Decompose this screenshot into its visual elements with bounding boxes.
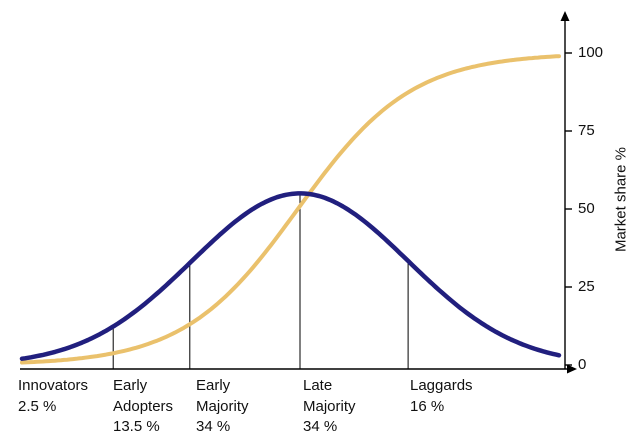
y-axis-tick-75: 75 [578, 122, 595, 139]
category-label-late-majority: Late Majority 34 % [303, 376, 356, 438]
category-label-early-majority: Early Majority 34 % [196, 376, 249, 438]
y-axis-tick-0: 0 [578, 356, 587, 373]
category-share: 2.5 % [18, 397, 57, 415]
category-label-laggards: Laggards 16 % [410, 376, 473, 417]
category-name: Early [113, 377, 148, 394]
y-axis-tick-100: 100 [578, 44, 604, 61]
category-name: Majority [196, 397, 249, 415]
category-share: 34 % [196, 418, 231, 435]
category-name: Majority [303, 397, 356, 415]
y-axis-title: Market share % [612, 146, 630, 253]
category-label-innovators: Innovators 2.5 % [18, 376, 88, 417]
category-share: 16 % [410, 397, 445, 415]
category-name: Adopters [113, 397, 174, 415]
category-share: 13.5 % [113, 418, 160, 435]
y-axis-tick-50: 50 [578, 200, 595, 217]
category-name: Early [196, 377, 231, 394]
category-name: Late [303, 377, 333, 394]
category-name: Laggards [410, 377, 473, 394]
category-name: Innovators [18, 377, 89, 394]
category-label-early-adopters: Early Adopters 13.5 % [113, 376, 173, 438]
y-axis-tick-25: 25 [578, 278, 595, 295]
category-share: 34 % [303, 418, 338, 435]
